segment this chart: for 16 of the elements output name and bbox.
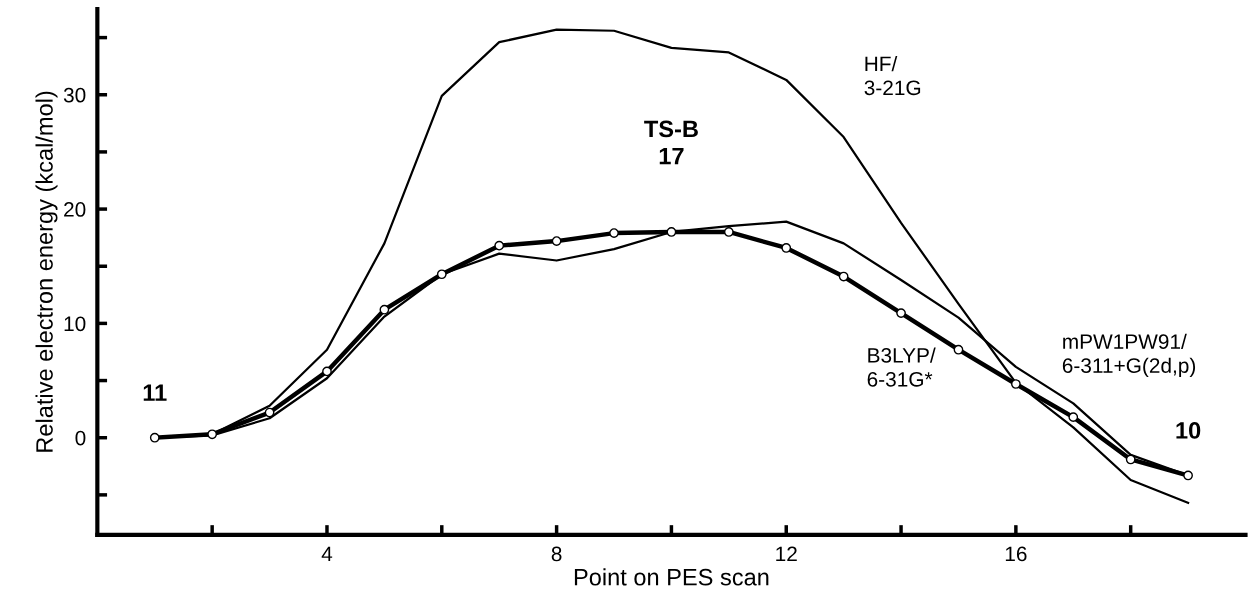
y-axis-title: Relative electron energy (kcal/mol) [35,91,58,452]
annotation: TS-B 17 [644,120,698,165]
annotation: 11 [143,384,167,401]
text: HF/ 3-21G [864,55,921,96]
y-tick-label: 20 [64,202,86,217]
y-tick-label: 30 [63,87,86,103]
y-tick-label: 0 [75,430,86,446]
x-axis-title: Point on PES scan [574,568,769,586]
y-tick-label: 10 [64,316,86,332]
x-tick-label: 12 [776,546,797,562]
x-tick-label: 8 [551,546,562,562]
annotation: 10 [1176,422,1201,439]
series-label: mPW1PW91/ 6-311+G(2d,p) [1062,333,1196,378]
x-tick-label: 4 [321,546,333,562]
x-tick-label: 16 [1005,546,1027,562]
series-label: B3LYP/ 6-31G* [867,347,936,387]
